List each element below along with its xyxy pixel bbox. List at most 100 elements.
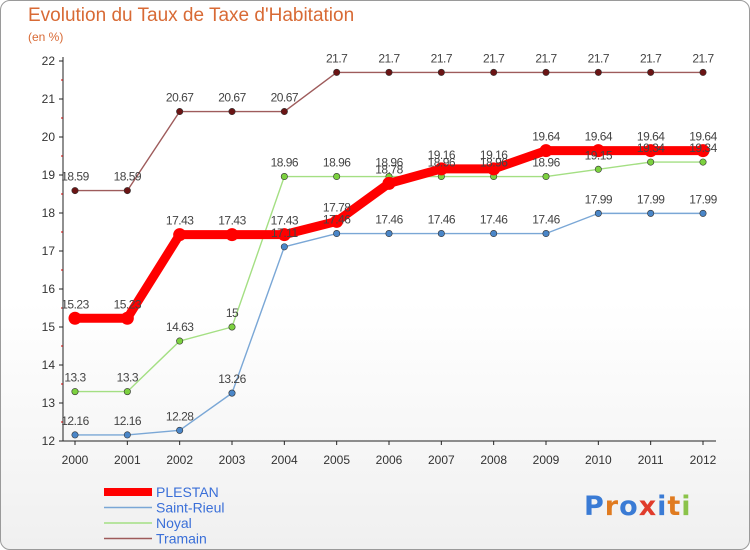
data-point — [228, 323, 236, 331]
data-label: 17.46 — [375, 213, 403, 227]
data-point — [696, 144, 710, 158]
data-point — [71, 187, 79, 195]
data-point — [385, 68, 393, 76]
data-point — [277, 228, 291, 242]
data-label: 17.46 — [480, 213, 508, 227]
data-label: 17.99 — [637, 192, 665, 206]
data-point — [434, 162, 448, 176]
y-tick-label: 15 — [42, 320, 56, 334]
data-label: 13.3 — [117, 371, 139, 385]
data-label: 21.7 — [378, 51, 400, 65]
data-point — [539, 144, 553, 158]
data-point — [542, 230, 550, 238]
x-tick-label: 2012 — [690, 453, 717, 467]
data-point — [333, 173, 341, 181]
data-label: 19.64 — [637, 130, 665, 144]
legend-label: Noyal — [156, 515, 192, 531]
data-label: 19.34 — [637, 141, 665, 155]
x-tick-label: 2007 — [428, 453, 455, 467]
data-point — [333, 68, 341, 76]
data-label: 18.59 — [61, 170, 89, 184]
legend-label: PLESTAN — [156, 484, 219, 500]
data-point — [591, 144, 605, 158]
data-point — [644, 144, 658, 158]
data-point — [280, 243, 288, 251]
data-label: 12.28 — [166, 409, 194, 423]
unit-label: (en %) — [28, 30, 64, 44]
x-tick-label: 2003 — [219, 453, 246, 467]
data-label: 18.59 — [114, 170, 142, 184]
data-point — [176, 426, 184, 434]
data-point — [385, 230, 393, 238]
data-point — [123, 388, 131, 396]
data-point — [120, 311, 134, 325]
data-point — [647, 158, 655, 166]
data-label: 12.16 — [114, 414, 142, 428]
data-label: 19.15 — [585, 148, 613, 162]
y-tick-label: 16 — [42, 282, 56, 296]
data-point — [123, 431, 131, 439]
data-point — [594, 68, 602, 76]
data-point — [490, 68, 498, 76]
chart-title: Evolution du Taux de Taxe d'Habitation — [28, 5, 355, 26]
data-label: 19.16 — [480, 148, 508, 162]
data-label: 21.7 — [535, 51, 557, 65]
data-label: 21.7 — [326, 51, 348, 65]
data-point — [542, 68, 550, 76]
data-point — [176, 108, 184, 116]
data-point — [699, 68, 707, 76]
data-point — [330, 214, 344, 228]
data-point — [176, 337, 184, 345]
x-tick-label: 2001 — [114, 453, 141, 467]
data-label: 17.99 — [585, 192, 613, 206]
data-point — [71, 388, 79, 396]
data-point — [487, 162, 501, 176]
data-label: 21.7 — [483, 51, 505, 65]
data-label: 13.3 — [64, 371, 86, 385]
data-label: 18.96 — [428, 156, 456, 170]
data-label: 19.16 — [428, 148, 456, 162]
y-tick-label: 19 — [42, 168, 56, 182]
data-label: 18.96 — [375, 156, 403, 170]
x-tick-label: 2008 — [480, 453, 507, 467]
data-label: 20.67 — [166, 91, 194, 105]
data-point — [173, 228, 187, 242]
data-label: 12.16 — [61, 414, 89, 428]
x-tick-label: 2000 — [62, 453, 89, 467]
data-label: 15.23 — [61, 297, 89, 311]
data-label: 17.78 — [323, 200, 351, 214]
y-tick-label: 17 — [42, 244, 56, 258]
data-label: 17.43 — [271, 214, 299, 228]
data-point — [333, 230, 341, 238]
data-label: 19.64 — [585, 130, 613, 144]
x-tick-label: 2005 — [323, 453, 350, 467]
legend-label: Tramain — [156, 531, 207, 547]
data-label: 15.23 — [114, 297, 142, 311]
data-point — [68, 311, 82, 325]
data-point — [228, 389, 236, 397]
data-label: 17.46 — [323, 213, 351, 227]
x-tick-label: 2002 — [166, 453, 193, 467]
data-label: 17.46 — [532, 213, 560, 227]
data-label: 17.99 — [689, 192, 717, 206]
data-label: 17.43 — [166, 214, 194, 228]
y-tick-label: 21 — [42, 92, 56, 106]
data-label: 21.7 — [692, 51, 714, 65]
data-label: 17.43 — [218, 214, 246, 228]
y-tick-label: 18 — [42, 206, 56, 220]
x-tick-label: 2010 — [585, 453, 612, 467]
y-tick-label: 12 — [42, 434, 56, 448]
data-label: 21.7 — [640, 51, 662, 65]
data-label: 20.67 — [218, 91, 246, 105]
data-point — [594, 209, 602, 217]
data-point — [699, 158, 707, 166]
x-tick-label: 2006 — [376, 453, 403, 467]
data-label: 20.67 — [271, 91, 299, 105]
data-label: 14.63 — [166, 320, 194, 334]
x-tick-label: 2011 — [638, 453, 664, 467]
data-label: 17.46 — [428, 213, 456, 227]
data-label: 18.96 — [271, 156, 299, 170]
data-label: 13.26 — [218, 372, 246, 386]
y-tick-label: 22 — [42, 54, 56, 68]
